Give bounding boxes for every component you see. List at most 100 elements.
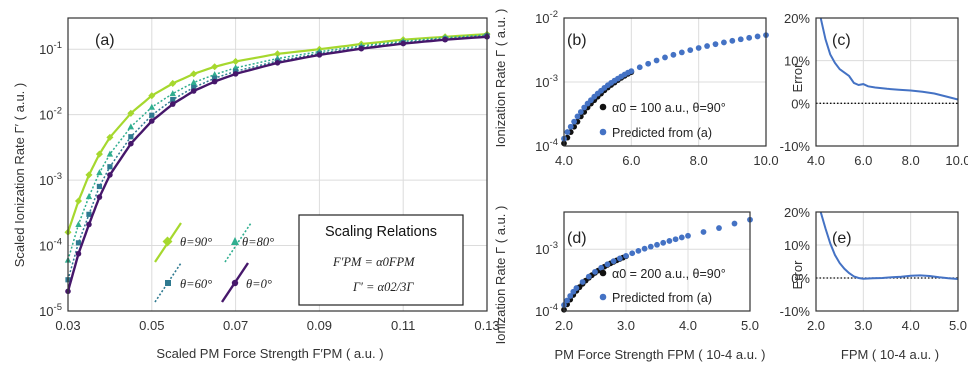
series-b-1-point <box>636 64 643 71</box>
panel-e-ytick-label: 20% <box>784 205 810 220</box>
series-a-point <box>358 45 365 52</box>
series-b-1-point <box>653 57 660 64</box>
series-d-1-point <box>685 232 691 239</box>
series-b-1-point <box>564 129 571 135</box>
panel-b-xtick-label: 6.0 <box>622 153 640 168</box>
panel-a-xtick-label: 0.11 <box>391 318 415 333</box>
series-a-point <box>190 88 197 94</box>
panel-d-ytick-label: 10-3 <box>535 240 558 257</box>
series-b-1-point <box>678 49 685 56</box>
series-a-point <box>274 60 281 66</box>
series-d-1-point <box>700 229 707 235</box>
series-d-1-point <box>579 279 586 285</box>
panel-b-label: (b) <box>567 32 587 49</box>
series-d-1-point <box>585 273 592 280</box>
panel-d-xlabel: PM Force Strength FPM ( 10-4 a.u. ) <box>555 347 766 362</box>
scaling-relations-box: Scaling Relations F′PM = α0FPM Γ′ = α02/… <box>298 214 464 306</box>
panel-a-ytick-label: 10-1 <box>39 40 62 57</box>
series-a-point <box>96 169 103 176</box>
legend-b-black-label: α0 = 100 a.u., θ=90° <box>612 101 726 115</box>
panel-b-xtick-label: 10.0 <box>753 153 778 168</box>
legend-b-blue-marker <box>599 128 607 136</box>
panel-e-xtick-label: 3.0 <box>854 318 872 333</box>
series-a-point <box>190 79 197 86</box>
series-a-point <box>128 140 134 147</box>
legend-theta60-marker <box>165 280 171 286</box>
panel-b-ylabel: Ionization Rate Γ ( a.u. ) <box>493 9 508 148</box>
panel-a-ylabel: Scaled Ionization Rate Γ′ ( a.u. ) <box>12 83 27 267</box>
series-a-point <box>85 171 93 179</box>
series-d-1-point <box>573 285 580 291</box>
panel-d-ytick-label: 10-4 <box>535 302 558 319</box>
scaling-eq2: Γ′ = α02/3Γ <box>352 280 414 294</box>
series-a-point <box>85 193 93 200</box>
series-a-point <box>232 57 240 66</box>
panel-e-xtick-label: 2.0 <box>807 318 825 333</box>
series-b-1-point <box>577 109 584 115</box>
series-a-point <box>106 133 114 141</box>
series-a-point <box>169 79 177 87</box>
series-d-1-point <box>678 234 685 241</box>
panel-d-ylabel: Ionization Rate Γ ( a.u. ) <box>493 206 508 345</box>
series-d-1-point <box>564 297 570 304</box>
series-b-1-point <box>670 51 677 58</box>
series-d-1-point <box>731 220 738 227</box>
series-b-1-point <box>712 41 719 48</box>
series-b-1-point <box>567 123 574 130</box>
series-d-1-point <box>635 247 642 254</box>
panel-c-frame <box>815 17 959 147</box>
series-a-point <box>232 71 239 77</box>
series-a-point <box>316 52 323 58</box>
panel-d-xtick-label: 4.0 <box>679 318 697 333</box>
series-b-1-point <box>662 54 668 61</box>
legend-b: α0 = 100 a.u., θ=90° Predicted from (a) <box>599 101 726 140</box>
panel-c-ytick-label: -10% <box>780 139 811 154</box>
panel-a-frame <box>67 17 488 312</box>
panel-e-xlabel: FPM ( 10-4 a.u. ) <box>841 347 939 362</box>
series-a-point <box>128 134 134 140</box>
series-a-point <box>170 96 176 103</box>
panel-e-label: (e) <box>832 230 852 247</box>
series-d-1-point <box>672 236 679 243</box>
series-a-point <box>106 150 114 157</box>
panel-e-ytick-label: 10% <box>784 238 810 253</box>
series-a-point <box>75 250 82 257</box>
series-a-point <box>273 50 282 58</box>
panel-b-frame <box>563 17 767 147</box>
series-a-point <box>212 75 218 81</box>
panel-e-ytick-label: -10% <box>780 304 811 319</box>
panel-c-xtick-label: 10.0 <box>945 153 968 168</box>
series-b-1-point <box>695 45 702 51</box>
panel-a-ytick-label: 10-3 <box>39 171 62 188</box>
panel-b-xtick-label: 8.0 <box>690 153 708 168</box>
panel-c-xtick-label: 6.0 <box>854 153 872 168</box>
panel-e-ytick-label: 0% <box>791 271 810 286</box>
frames-layer <box>67 17 959 312</box>
series-d-1-point <box>716 225 722 231</box>
series-d-1-point <box>610 258 617 265</box>
panel-a-xtick-label: 0.07 <box>223 318 248 333</box>
panel-a-xtick-label: 0.13 <box>474 318 499 333</box>
series-b-1-point <box>737 36 744 43</box>
series-b-1-point <box>704 43 710 49</box>
series-d-1-point <box>647 243 654 250</box>
series-a-point <box>148 103 155 110</box>
series-a-point <box>95 150 103 158</box>
legend-d: α0 = 200 a.u., θ=90° Predicted from (a) <box>599 267 726 305</box>
series-a-point <box>127 109 135 117</box>
series-a-point <box>211 78 218 85</box>
panel-c-ylabel: Error <box>790 63 805 93</box>
panel-a-ytick-label: 10-5 <box>39 302 62 319</box>
series-b-1-point <box>729 37 736 44</box>
series-a-point <box>86 211 92 217</box>
legend-d-blue-marker <box>599 293 607 301</box>
series-a-point <box>149 112 155 118</box>
series-a-point <box>442 36 448 43</box>
series-a-1-line <box>67 34 488 261</box>
panel-a-label: (a) <box>95 32 115 49</box>
legend-theta60-label: θ=60° <box>180 277 212 291</box>
series-a-point <box>149 118 155 124</box>
series-d-1-point <box>623 252 629 259</box>
series-d-1-point <box>592 268 598 275</box>
panel-e-xtick-label: 5.0 <box>949 318 967 333</box>
